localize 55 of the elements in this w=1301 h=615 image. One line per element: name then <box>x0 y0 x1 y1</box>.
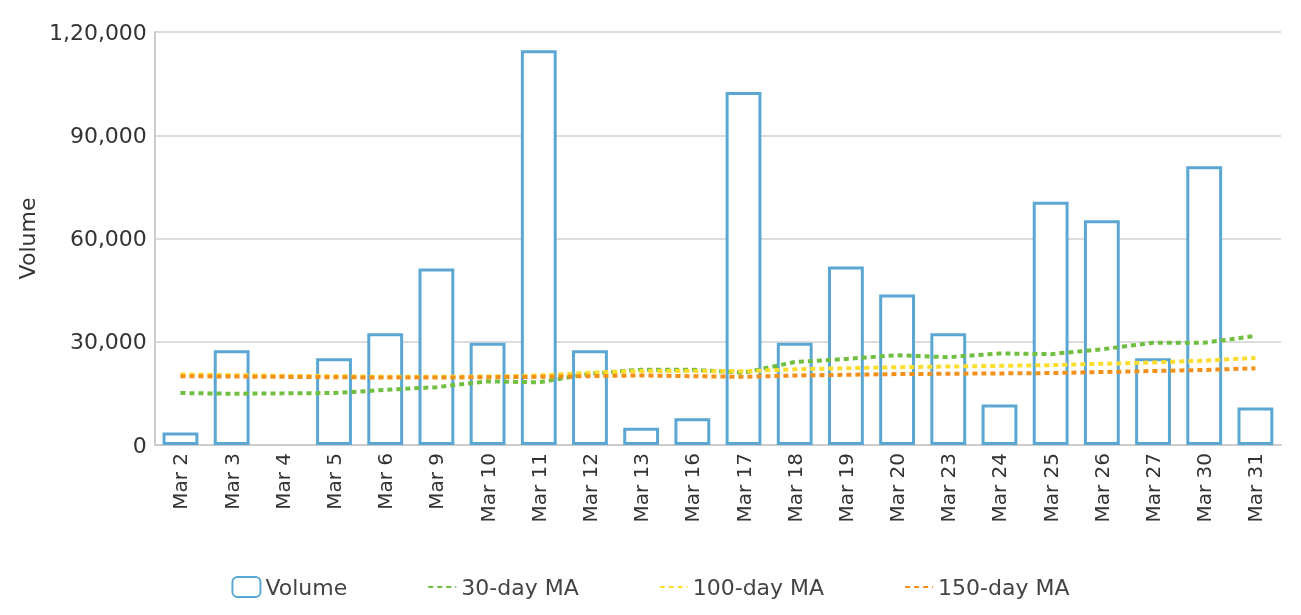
x-tick-label: Mar 6 <box>373 453 398 510</box>
line-series <box>178 355 1258 379</box>
bar <box>1186 166 1223 445</box>
x-tick-label: Mar 9 <box>424 453 449 510</box>
bar <box>418 268 455 445</box>
bar <box>930 333 967 445</box>
x-tick-label: Mar 5 <box>322 453 347 510</box>
bar <box>572 350 608 445</box>
bar <box>879 294 916 445</box>
bar <box>1237 407 1274 445</box>
legend-label: 100-day MA <box>692 574 825 600</box>
bar <box>776 342 813 445</box>
x-tick-label: Mar 30 <box>1192 453 1217 523</box>
x-tick-label: Mar 3 <box>219 453 244 510</box>
bar <box>827 266 864 445</box>
y-tick-label: 0 <box>132 432 147 458</box>
y-tick-label: 60,000 <box>69 226 147 251</box>
x-tick-label: Mar 27 <box>1141 453 1166 523</box>
y-tick-label: 90,000 <box>69 122 147 148</box>
y-tick-label: 1,20,000 <box>48 19 147 45</box>
x-tick-label: Mar 17 <box>731 453 756 523</box>
x-tick-label: Mar 24 <box>987 453 1012 523</box>
legend-label: Volume <box>265 574 348 600</box>
legend-label: 30-day MA <box>461 574 579 600</box>
bar <box>213 350 250 445</box>
bar <box>162 432 199 445</box>
x-tick-label: Mar 10 <box>475 453 500 523</box>
x-tick-label: Mar 23 <box>936 453 961 523</box>
x-tick-label: Mar 20 <box>885 453 910 523</box>
x-tick-label: Mar 12 <box>577 453 602 523</box>
bar <box>520 50 557 445</box>
bar <box>469 342 506 445</box>
x-tick-label: Mar 18 <box>782 453 807 523</box>
line-series <box>178 366 1258 380</box>
bar <box>623 427 660 445</box>
bar <box>1032 201 1069 445</box>
x-tick-label: Mar 2 <box>168 453 193 510</box>
bar <box>316 358 352 445</box>
x-tick-label: Mar 26 <box>1089 453 1114 523</box>
bar <box>1083 220 1120 445</box>
x-tick-label: Mar 25 <box>1038 453 1063 523</box>
x-tick-label: Mar 19 <box>833 453 858 523</box>
y-tick-label: 30,000 <box>69 329 147 355</box>
bar <box>674 418 711 445</box>
x-tick-label: Mar 4 <box>270 453 295 510</box>
x-tick-label: Mar 16 <box>680 453 705 523</box>
x-tick-label: Mar 13 <box>629 453 654 523</box>
x-tick-label: Mar 11 <box>526 453 551 523</box>
bar <box>1135 358 1171 445</box>
legend-label: 150-day MA <box>938 574 1070 600</box>
bar <box>981 404 1018 445</box>
y-axis-title: Volume <box>14 197 40 280</box>
x-tick-label: Mar 31 <box>1243 453 1268 523</box>
bar <box>725 91 762 445</box>
bar <box>367 333 404 445</box>
